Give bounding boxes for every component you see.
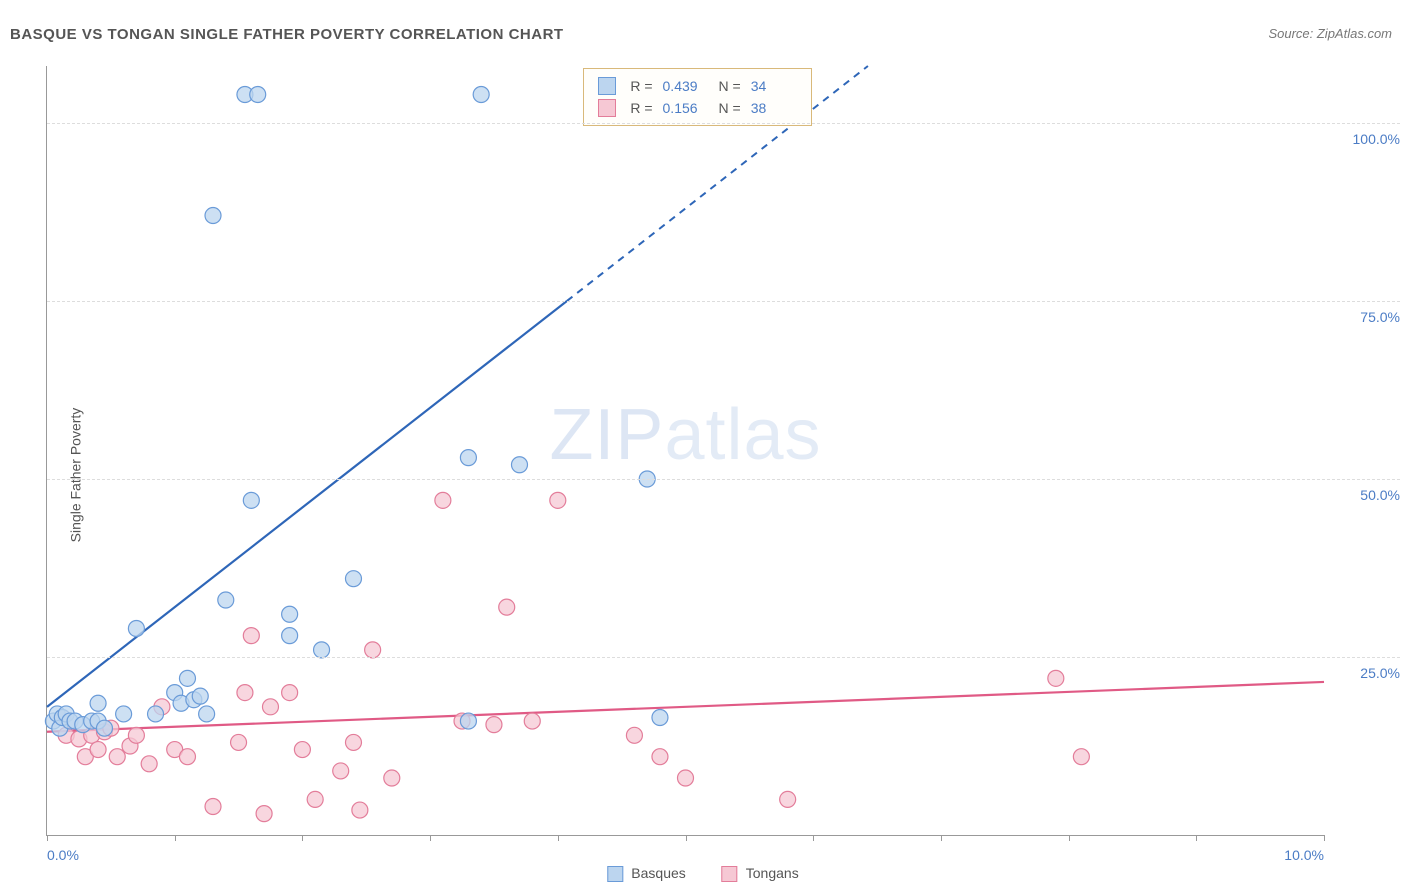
- swatch-tongans: [598, 99, 616, 117]
- data-point: [199, 706, 215, 722]
- data-point: [243, 628, 259, 644]
- plot-area: ZIPatlas R = 0.439 N = 34 R = 0.156 N = …: [46, 66, 1324, 836]
- n-label: N =: [719, 97, 741, 119]
- source-attribution: Source: ZipAtlas.com: [1268, 26, 1392, 41]
- chart-container: Single Father Poverty ZIPatlas R = 0.439…: [0, 58, 1406, 892]
- data-point: [307, 791, 323, 807]
- legend-item-tongans: Tongans: [722, 865, 799, 882]
- x-tick: [47, 835, 48, 841]
- data-point: [179, 670, 195, 686]
- data-point: [626, 727, 642, 743]
- data-point: [237, 685, 253, 701]
- y-tick-label: 50.0%: [1334, 487, 1400, 503]
- x-tick: [941, 835, 942, 841]
- data-point: [128, 727, 144, 743]
- gridline: [47, 479, 1400, 480]
- data-point: [524, 713, 540, 729]
- x-tick: [175, 835, 176, 841]
- data-point: [345, 734, 361, 750]
- data-point: [231, 734, 247, 750]
- data-point: [294, 742, 310, 758]
- n-value-basques: 34: [751, 75, 797, 97]
- data-point: [384, 770, 400, 786]
- x-tick-label: 0.0%: [47, 847, 79, 863]
- legend-swatch-tongans: [722, 866, 738, 882]
- y-tick-label: 100.0%: [1334, 131, 1400, 147]
- data-point: [116, 706, 132, 722]
- r-label: R =: [630, 75, 652, 97]
- x-tick: [1324, 835, 1325, 841]
- legend-label-basques: Basques: [631, 865, 685, 881]
- gridline: [47, 301, 1400, 302]
- stats-box: R = 0.439 N = 34 R = 0.156 N = 38: [583, 68, 811, 126]
- data-point: [179, 749, 195, 765]
- swatch-basques: [598, 77, 616, 95]
- data-point: [780, 791, 796, 807]
- gridline: [47, 657, 1400, 658]
- data-point: [460, 450, 476, 466]
- data-point: [218, 592, 234, 608]
- data-point: [1048, 670, 1064, 686]
- data-point: [333, 763, 349, 779]
- data-point: [652, 749, 668, 765]
- data-point: [90, 695, 106, 711]
- data-point: [435, 492, 451, 508]
- data-point: [511, 457, 527, 473]
- data-point: [352, 802, 368, 818]
- data-point: [109, 749, 125, 765]
- data-point: [205, 208, 221, 224]
- x-tick: [813, 835, 814, 841]
- data-point: [314, 642, 330, 658]
- data-point: [486, 717, 502, 733]
- data-point: [460, 713, 476, 729]
- data-point: [192, 688, 208, 704]
- x-tick: [430, 835, 431, 841]
- r-label: R =: [630, 97, 652, 119]
- data-point: [148, 706, 164, 722]
- data-point: [652, 710, 668, 726]
- data-point: [128, 621, 144, 637]
- data-point: [282, 628, 298, 644]
- data-point: [678, 770, 694, 786]
- data-point: [282, 685, 298, 701]
- y-tick-label: 25.0%: [1334, 665, 1400, 681]
- x-tick-label: 10.0%: [1284, 847, 1324, 863]
- x-tick: [558, 835, 559, 841]
- data-point: [499, 599, 515, 615]
- data-point: [282, 606, 298, 622]
- data-point: [550, 492, 566, 508]
- r-value-basques: 0.439: [663, 75, 709, 97]
- data-point: [256, 806, 272, 822]
- y-tick-label: 75.0%: [1334, 309, 1400, 325]
- data-point: [345, 571, 361, 587]
- data-point: [243, 492, 259, 508]
- n-label: N =: [719, 75, 741, 97]
- stats-row-tongans: R = 0.156 N = 38: [598, 97, 796, 119]
- legend-swatch-basques: [607, 866, 623, 882]
- x-tick: [302, 835, 303, 841]
- stats-row-basques: R = 0.439 N = 34: [598, 75, 796, 97]
- x-tick: [1196, 835, 1197, 841]
- data-point: [205, 799, 221, 815]
- legend: Basques Tongans: [607, 865, 798, 882]
- data-point: [90, 742, 106, 758]
- scatter-svg: [47, 66, 1324, 835]
- x-tick: [686, 835, 687, 841]
- data-point: [365, 642, 381, 658]
- r-value-tongans: 0.156: [663, 97, 709, 119]
- data-point: [1073, 749, 1089, 765]
- chart-title: BASQUE VS TONGAN SINGLE FATHER POVERTY C…: [10, 26, 564, 43]
- data-point: [473, 86, 489, 102]
- n-value-tongans: 38: [751, 97, 797, 119]
- data-point: [262, 699, 278, 715]
- data-point: [96, 720, 112, 736]
- data-point: [250, 86, 266, 102]
- legend-item-basques: Basques: [607, 865, 685, 882]
- x-tick: [1069, 835, 1070, 841]
- legend-label-tongans: Tongans: [746, 865, 799, 881]
- gridline: [47, 123, 1400, 124]
- data-point: [141, 756, 157, 772]
